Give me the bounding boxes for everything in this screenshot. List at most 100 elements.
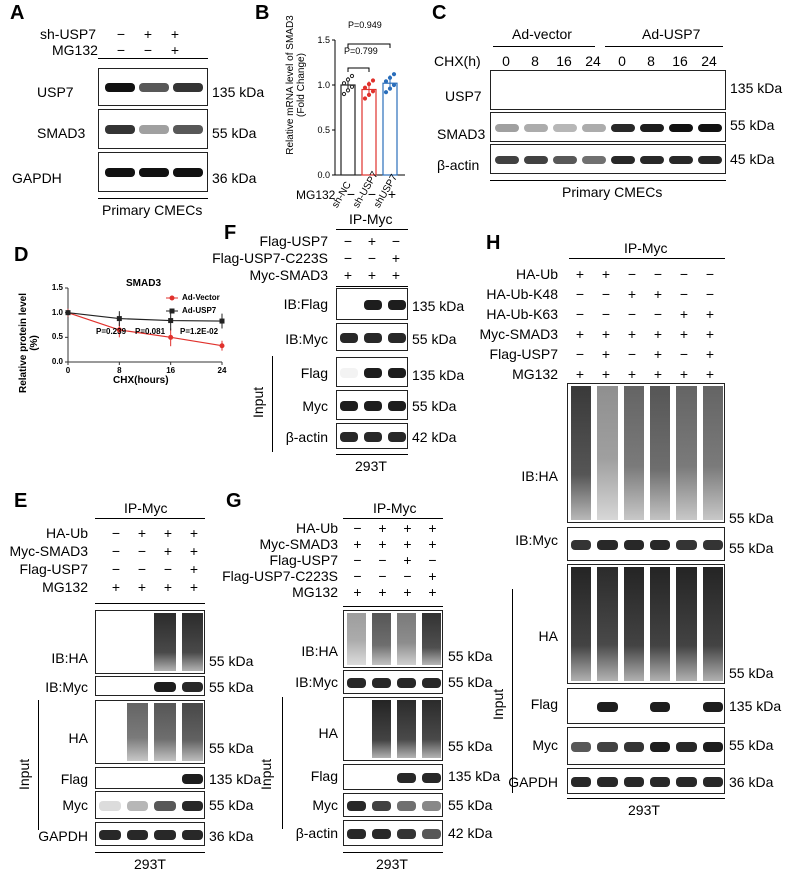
blot-label: β-actin [295,825,338,841]
blot-label: Flag [300,365,328,381]
condition-label: Myc-SMAD3 [479,326,558,342]
sign: + [189,543,199,559]
kda-label: 135 kDa [729,698,782,714]
band [388,300,406,310]
western-blot [343,610,443,668]
band [397,829,416,839]
series-line [67,312,223,322]
kda-label: 55 kDa [729,510,774,526]
band [388,432,406,442]
input-bracket [512,589,513,793]
blot-label: USP7 [37,84,74,100]
band [105,83,135,92]
blot-label: Flag [60,771,88,787]
band [571,540,592,550]
smear [397,613,416,665]
kda-label: 36 kDa [212,170,257,186]
blot-label: Myc [532,737,558,753]
condition-label: MG132 [52,42,98,58]
panel-label-a: A [10,2,25,24]
band [173,83,203,92]
divider [98,58,208,59]
kda-label: 55 kDa [729,737,774,753]
sign: + [378,520,387,536]
western-blot [95,700,205,764]
band [340,333,358,343]
blot-label: β-actin [285,429,328,445]
sign: − [705,286,715,302]
band [372,801,391,811]
divider [569,258,725,259]
blot-label: HA [318,725,338,741]
sign: − [367,250,377,266]
western-blot-gapdh [98,152,208,192]
smear [397,700,416,758]
band [650,540,671,550]
sign: + [705,326,715,342]
band [669,124,693,132]
data-point [362,96,368,101]
western-blot-usp7 [98,68,208,106]
kda-label: 135 kDa [212,84,265,100]
kda-label: 55 kDa [730,117,775,133]
kda-label: 55 kDa [212,125,257,141]
sign: + [163,543,173,559]
data-point [168,334,174,340]
divider [95,518,205,519]
panel-label-e: E [14,490,28,512]
kda-label: 55 kDa [412,331,457,347]
kda-label: 55 kDa [729,540,774,556]
kda-label: 135 kDa [730,80,783,96]
band [676,540,697,550]
tick-label: 1.0 [51,307,63,317]
band [364,368,382,378]
sign: + [601,326,611,342]
timepoint: 24 [585,53,601,69]
sign: − [575,286,585,302]
kda-label: 55 kDa [209,740,254,756]
sign: − [343,250,353,266]
sign: − [353,552,362,568]
data-point [366,82,372,87]
sign: + [428,568,437,584]
band [397,801,416,811]
blot-label: HA [68,730,88,746]
sign: + [653,286,663,302]
sign: + [428,584,437,600]
divider [336,229,408,230]
data-point [370,78,376,83]
band [364,300,382,310]
sign: − [391,233,401,249]
p-value: P=0.799 [344,46,378,56]
band [347,801,366,811]
tick-label: 0.5 [317,125,330,135]
sign: + [601,366,611,382]
sign: + [163,525,173,541]
smear [347,613,366,665]
tick-label: 1.5 [317,35,330,45]
sign: + [679,306,689,322]
tick-label: 16 [166,366,176,375]
band [181,774,203,784]
band [597,777,618,787]
condition-label: HA-Ub-K48 [486,286,558,302]
blot-label: GAPDH [508,774,558,790]
condition-label: Flag-USP7 [489,346,558,362]
data-point [387,86,393,91]
sign: + [679,326,689,342]
sign: + [653,366,663,382]
band [372,678,391,688]
sign: + [705,306,715,322]
blot-label: Myc [302,398,328,414]
band [571,742,592,752]
smear [126,703,148,761]
sign: + [189,579,199,595]
condition-label: sh-USP7 [40,26,97,42]
blot-label: GAPDH [12,170,62,186]
smear [676,386,697,520]
sign: + [391,250,401,266]
sign: − [428,552,437,568]
band [126,830,148,840]
sign: − [137,543,147,559]
